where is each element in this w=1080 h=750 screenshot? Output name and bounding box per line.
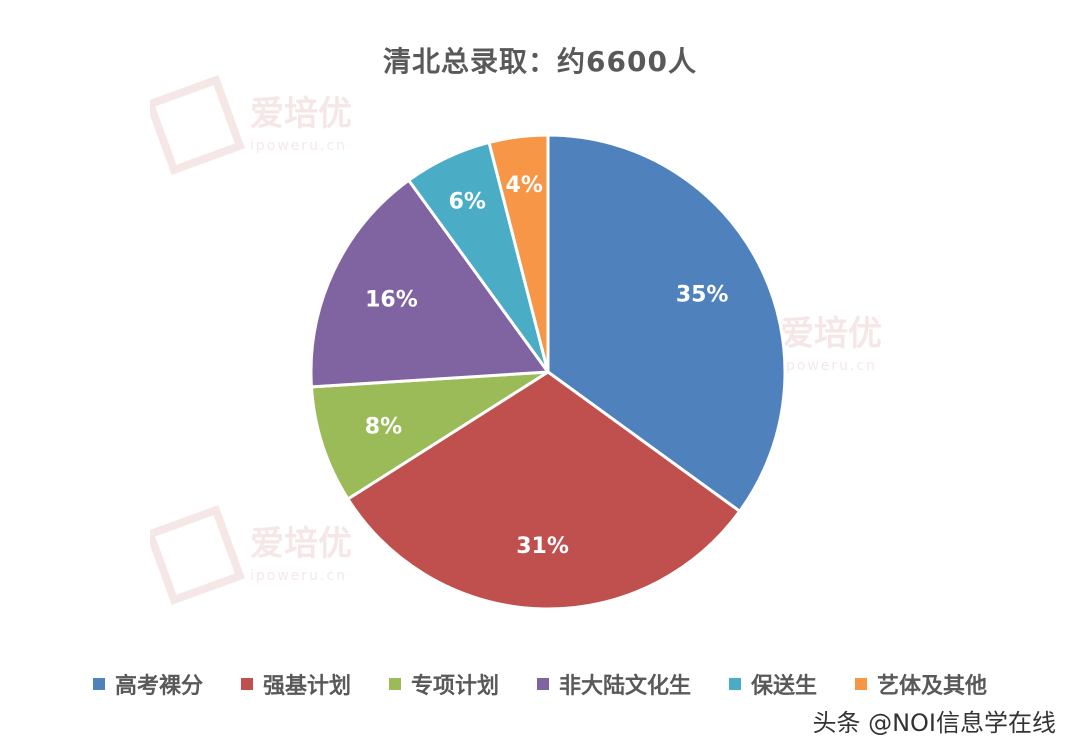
legend-item-2: 强基计划 bbox=[240, 668, 351, 700]
legend-item-6: 艺体及其他 bbox=[855, 668, 987, 700]
legend-swatch bbox=[388, 678, 401, 690]
legend-label: 专项计划 bbox=[410, 674, 499, 699]
legend-swatch bbox=[92, 678, 105, 690]
chart-title: 清北总录取：约6600人 bbox=[383, 45, 697, 78]
legend-swatch bbox=[537, 678, 549, 690]
pie-slice-3 bbox=[309, 370, 549, 502]
slice-label-4: 16% bbox=[365, 287, 418, 312]
slice-label-3: 8% bbox=[365, 414, 402, 439]
watermark-url: ipoweru.cn bbox=[250, 568, 347, 584]
pie-slice-6 bbox=[487, 133, 550, 373]
watermark-logo: 爱培优 ipoweru.cn bbox=[150, 75, 352, 175]
watermark-text: 爱培优 bbox=[250, 524, 352, 564]
slice-label-1: 35% bbox=[676, 282, 729, 307]
slice-label-2: 31% bbox=[516, 534, 569, 559]
legend-item-4: 非大陆文化生 bbox=[537, 668, 691, 700]
legend-label: 艺体及其他 bbox=[877, 674, 988, 699]
watermark-url: ipoweru.cn bbox=[780, 358, 877, 374]
legend: 高考裸分 强基计划 专项计划 非大陆文化生 保送生 艺体及其他 bbox=[0, 668, 1080, 700]
legend-item-5: 保送生 bbox=[729, 668, 817, 700]
legend-label: 非大陆文化生 bbox=[559, 674, 692, 699]
slice-label-5: 6% bbox=[449, 189, 486, 214]
watermark-text: 爱培优 bbox=[250, 94, 352, 134]
watermark-url: ipoweru.cn bbox=[250, 138, 347, 154]
credit-text: 头条 @NOI信息学在线 bbox=[812, 709, 1056, 737]
legend-swatch bbox=[729, 678, 742, 690]
legend-swatch bbox=[855, 678, 868, 690]
watermark-text: 爱培优 bbox=[780, 314, 882, 354]
legend-label: 高考裸分 bbox=[114, 674, 203, 699]
legend-label: 强基计划 bbox=[262, 674, 351, 699]
legend-item-3: 专项计划 bbox=[388, 668, 499, 700]
slice-label-6: 4% bbox=[506, 173, 543, 198]
legend-swatch bbox=[240, 678, 253, 690]
watermark-logo: 爱培优 ipoweru.cn bbox=[150, 505, 352, 605]
legend-item-1: 高考裸分 bbox=[92, 668, 203, 700]
pie-slice-2 bbox=[345, 370, 742, 611]
legend-label: 保送生 bbox=[751, 674, 818, 699]
pie-slice-4 bbox=[309, 178, 551, 389]
pie-slice-1 bbox=[546, 133, 787, 514]
